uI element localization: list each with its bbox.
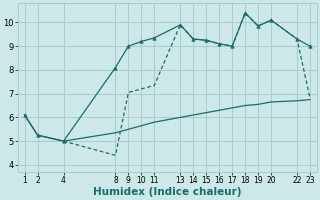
X-axis label: Humidex (Indice chaleur): Humidex (Indice chaleur) [93,187,242,197]
